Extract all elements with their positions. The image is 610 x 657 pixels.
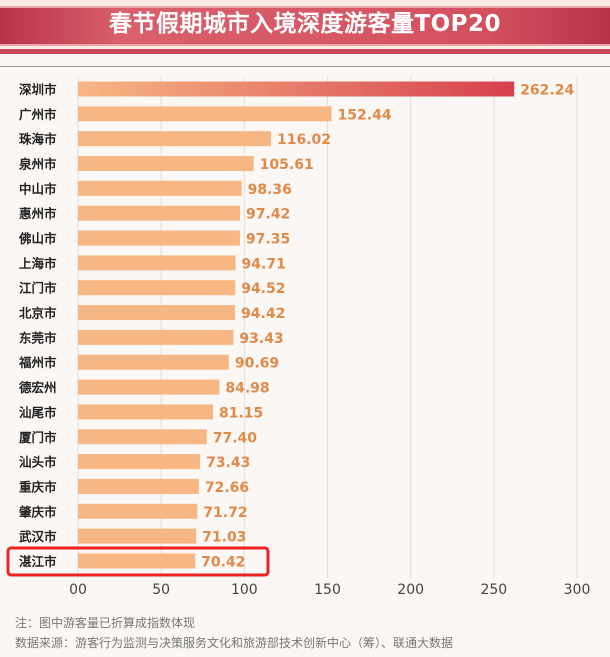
value-label: 97.42 [246,207,290,223]
divider [0,66,610,67]
note: 注：图中游客量已折算成指数体现 [15,616,196,630]
value-label: 73.43 [206,455,250,471]
category-label: 珠海市 [19,132,57,147]
category-label: 广州市 [19,107,57,122]
x-tick-label: 150 [314,582,341,598]
category-label: 福州市 [18,355,57,370]
category-label: 佛山市 [18,231,57,246]
category-label: 汕头市 [19,455,57,470]
category-label: 上海市 [19,256,57,271]
category-label: 深圳市 [19,82,57,97]
bar [78,230,240,246]
title-band [0,6,610,46]
value-label: 94.71 [242,256,286,272]
source: 数据来源：游客行为监测与决策服务文化和旅游部技术创新中心（筹）、联通大数据 [15,636,454,650]
category-label: 武汉市 [19,529,57,544]
bar [78,255,236,271]
category-label: 重庆市 [19,479,57,494]
value-label: 97.35 [246,232,290,248]
chart-title: 春节假期城市入境深度游客量TOP20 [108,11,502,37]
category-label: 泉州市 [18,157,57,172]
x-tick-label: 200 [397,582,424,598]
bar [78,205,241,221]
value-label: 77.40 [213,430,258,446]
bar [78,379,220,395]
bar [78,81,515,97]
x-tick-label: 250 [480,582,507,598]
value-label: 116.02 [277,132,331,148]
x-tick-label: 50 [152,582,170,598]
value-label: 105.61 [260,157,314,173]
category-label: 德宏州 [19,380,57,395]
value-label: 262.24 [520,83,574,99]
title-banner: 春节假期城市入境深度游客量TOP20 [0,0,610,54]
bar [78,404,213,420]
category-label: 肇庆市 [19,504,57,519]
value-label: 71.72 [203,505,247,521]
category-label: 北京市 [19,306,57,321]
value-label: 94.52 [241,281,285,297]
category-label: 中山市 [19,181,57,196]
category-label: 东莞市 [19,330,57,345]
bar [78,156,254,172]
bar [78,180,242,196]
bar [78,553,196,569]
value-label: 72.66 [205,480,249,496]
bar [78,429,207,445]
category-label: 江门市 [19,281,57,296]
bar [78,503,198,519]
value-label: 98.36 [248,182,292,198]
value-label: 90.69 [235,356,279,372]
bar [78,131,271,147]
category-label: 惠州市 [19,206,57,221]
title-rule [0,49,610,54]
value-label: 81.15 [219,405,263,421]
bar [78,329,234,345]
bar [78,528,197,544]
value-label: 93.43 [239,331,283,347]
value-label: 152.44 [338,107,392,123]
bar [78,454,201,470]
x-tick-label: 300 [564,582,591,598]
value-label: 84.98 [225,381,269,397]
value-label: 94.42 [241,306,285,322]
category-label: 汕尾市 [19,405,57,420]
value-label: 71.03 [202,530,246,546]
bar [78,354,229,370]
value-label: 70.42 [201,554,245,570]
bar [78,106,332,122]
category-label: 厦门市 [19,430,57,445]
x-tick-label: 00 [69,582,87,598]
bar [78,478,199,494]
category-label: 湛江市 [19,554,57,569]
bar [78,305,236,321]
x-tick-label: 100 [231,582,258,598]
bar [78,280,236,296]
highlight-box [6,546,270,577]
